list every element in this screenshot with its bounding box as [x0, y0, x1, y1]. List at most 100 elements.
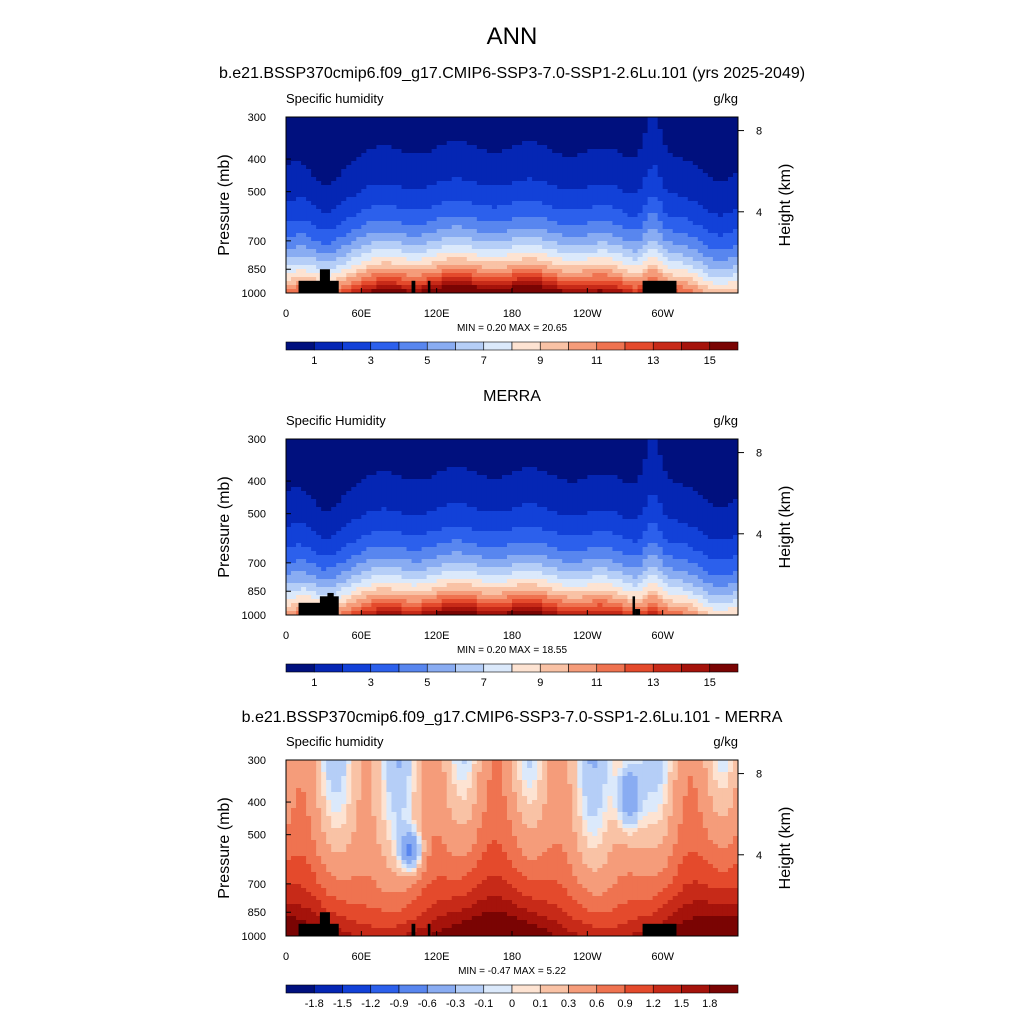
colorbar-swatch — [709, 663, 739, 673]
y-tick-label: 400 — [248, 154, 266, 166]
topography-mask — [298, 269, 677, 293]
colorbar-tick-label: 0.9 — [617, 998, 632, 1010]
colorbar-tick-label: 1 — [311, 355, 317, 367]
y-axis-label: Pressure (mb) — [216, 154, 233, 255]
colorbar: 1 3 5 7 9 11 13 15 — [285, 663, 739, 689]
y-tick-label: 400 — [248, 476, 266, 488]
colorbar-swatch — [596, 663, 626, 673]
colorbar-tick-label: 15 — [704, 677, 716, 689]
colorbar: -1.8 -1.5 -1.2 -0.9 -0.6 -0.3 -0.1 0 0.1 0.3 0.6 0.… — [285, 984, 739, 1010]
units-label: g/kg — [713, 734, 738, 749]
x-tick-label: 60W — [651, 630, 674, 642]
colorbar-swatch — [681, 663, 711, 673]
y-tick-label: 700 — [248, 879, 266, 891]
terrain-block — [298, 923, 339, 936]
colorbar-swatch — [652, 984, 682, 994]
y-tick-label: 300 — [248, 112, 266, 124]
colorbar-tick-label: -1.8 — [305, 998, 324, 1010]
colorbar-swatch — [652, 663, 682, 673]
colorbar-swatch — [596, 984, 626, 994]
y-tick-label: 700 — [248, 236, 266, 248]
y-tick-label: 850 — [248, 907, 266, 919]
y-tick-label: 700 — [248, 558, 266, 570]
variable-label: Specific humidity — [286, 734, 384, 749]
colorbar-swatch — [313, 984, 343, 994]
colorbar-swatch — [568, 341, 598, 351]
units-label: g/kg — [713, 413, 738, 428]
colorbar-tick-label: 0.1 — [533, 998, 548, 1010]
y-tick-label: 1000 — [242, 931, 266, 943]
colorbar-swatch — [652, 341, 682, 351]
x-tick-label: 0 — [283, 308, 289, 320]
terrain-block — [427, 923, 431, 936]
colorbar-swatch — [568, 663, 598, 673]
y2-axis-label: Height (km) — [777, 807, 794, 890]
colorbar-tick-label: 11 — [591, 355, 602, 367]
colorbar-swatch — [709, 341, 739, 351]
colorbar-tick-label: -0.6 — [418, 998, 437, 1010]
x-tick-label: 120E — [424, 630, 450, 642]
contour-field — [286, 760, 738, 936]
colorbar-swatch — [624, 341, 654, 351]
main-title: ANN — [487, 23, 538, 50]
x-tick-label: 180 — [503, 308, 521, 320]
colorbar-swatch — [398, 341, 428, 351]
colorbar-swatch — [681, 984, 711, 994]
y2-tick-label: 4 — [756, 529, 762, 541]
terrain-block — [632, 596, 636, 615]
terrain-block — [411, 280, 416, 293]
y2-tick-label: 4 — [756, 850, 762, 862]
colorbar-tick-label: 0.3 — [561, 998, 576, 1010]
y-tick-label: 300 — [248, 434, 266, 446]
colorbar-tick-label: 0.6 — [589, 998, 604, 1010]
colorbar-tick-label: 13 — [647, 355, 659, 367]
colorbar-swatch — [511, 984, 541, 994]
y-tick-label: 500 — [248, 509, 266, 521]
x-tick-label: 120E — [424, 951, 450, 963]
colorbar-tick-label: 5 — [424, 677, 430, 689]
colorbar-tick-label: 1.5 — [674, 998, 689, 1010]
colorbar-swatch — [285, 984, 315, 994]
colorbar-swatch — [426, 984, 456, 994]
x-tick-label: 0 — [283, 951, 289, 963]
colorbar-swatch — [285, 341, 315, 351]
y-tick-label: 400 — [248, 797, 266, 809]
contour-field — [286, 439, 738, 615]
x-tick-label: 180 — [503, 630, 521, 642]
colorbar-swatch — [624, 663, 654, 673]
colorbar-tick-label: 3 — [368, 355, 374, 367]
colorbar-swatch — [370, 663, 400, 673]
panel-title: b.e21.BSSP370cmip6.f09_g17.CMIP6-SSP3-7.… — [242, 709, 783, 726]
colorbar-tick-label: 9 — [537, 677, 543, 689]
colorbar-swatch — [511, 663, 541, 673]
y-tick-label: 500 — [248, 830, 266, 842]
colorbar-tick-label: -0.1 — [474, 998, 493, 1010]
y-tick-label: 1000 — [242, 288, 266, 300]
colorbar-tick-label: 5 — [424, 355, 430, 367]
y-tick-label: 850 — [248, 264, 266, 276]
colorbar-swatch — [539, 341, 569, 351]
x-tick-label: 120W — [573, 308, 602, 320]
x-tick-label: 120W — [573, 951, 602, 963]
colorbar-tick-label: 0 — [509, 998, 515, 1010]
colorbar-swatch — [398, 984, 428, 994]
colorbar-tick-label: 1.2 — [646, 998, 661, 1010]
x-tick-label: 120E — [424, 308, 450, 320]
colorbar-swatch — [681, 341, 711, 351]
colorbar-swatch — [370, 984, 400, 994]
x-tick-label: 60W — [651, 308, 674, 320]
panel-title: b.e21.BSSP370cmip6.f09_g17.CMIP6-SSP3-7.… — [219, 65, 805, 82]
colorbar-swatch — [342, 341, 372, 351]
colorbar-swatch — [370, 341, 400, 351]
contour-field — [286, 117, 738, 293]
colorbar-tick-label: 11 — [591, 677, 602, 689]
colorbar-tick-label: 9 — [537, 355, 543, 367]
y-tick-label: 300 — [248, 755, 266, 767]
colorbar-tick-label: 7 — [481, 677, 487, 689]
y-tick-label: 500 — [248, 187, 266, 199]
x-tick-label: 60W — [651, 951, 674, 963]
variable-label: Specific humidity — [286, 91, 384, 106]
y2-tick-label: 8 — [756, 448, 762, 460]
